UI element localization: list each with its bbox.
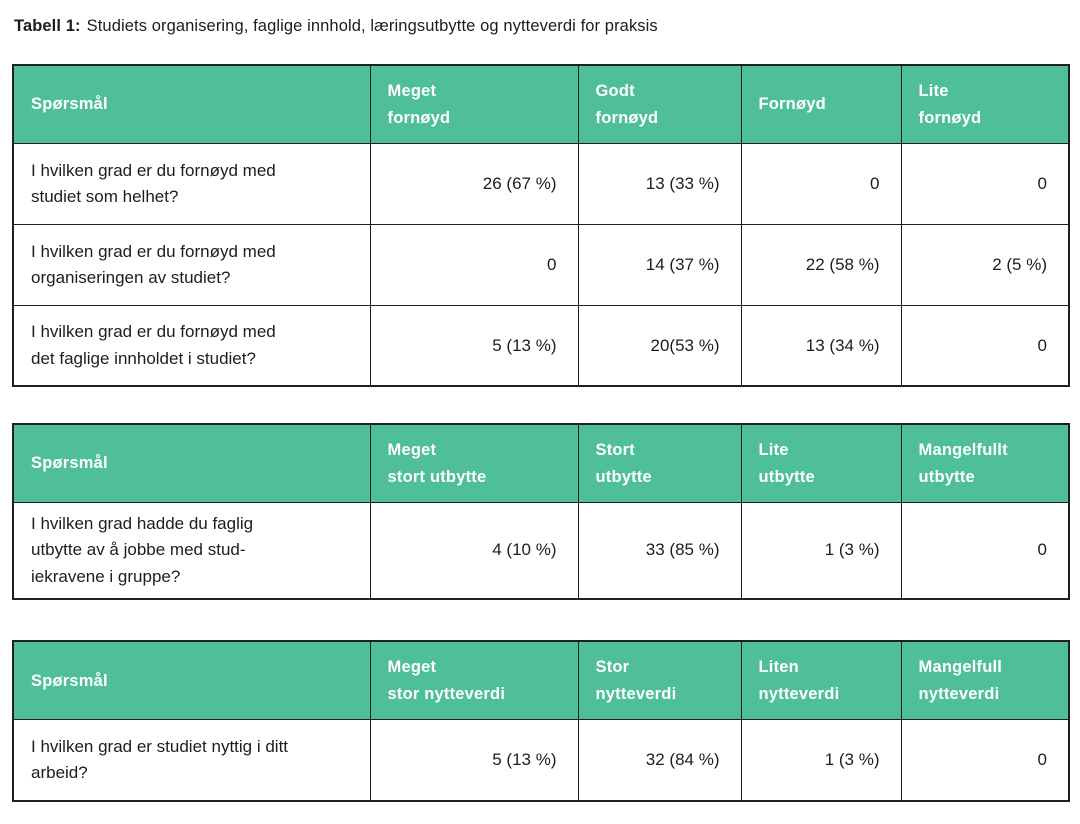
table-row: I hvilken grad hadde du faglig utbytte a… xyxy=(12,501,1070,600)
value-cell: 0 xyxy=(369,223,579,306)
value-cell: 33 (85 %) xyxy=(577,501,742,600)
header-cell-liten-nytteverdi: Liten nytteverdi xyxy=(740,640,902,721)
table-row: I hvilken grad er du fornøyd med det fag… xyxy=(12,304,1070,387)
header-cell-meget-fornoyd: Meget fornøyd xyxy=(369,64,579,144)
value-cell: 2 (5 %) xyxy=(900,223,1070,306)
question-cell: I hvilken grad hadde du faglig utbytte a… xyxy=(12,501,371,600)
header-cell-lite-utbytte: Lite utbytte xyxy=(740,423,902,503)
header-cell-fornoyd: Fornøyd xyxy=(740,64,902,144)
question-cell: I hvilken grad er du fornøyd med organis… xyxy=(12,223,371,306)
header-cell-stort-utbytte: Stort utbytte xyxy=(577,423,742,503)
value-cell: 0 xyxy=(900,719,1070,802)
value-cell: 20(53 %) xyxy=(577,304,742,387)
value-cell: 5 (13 %) xyxy=(369,719,579,802)
value-cell: 1 (3 %) xyxy=(740,501,902,600)
header-cell-sporsmal: Spørsmål xyxy=(12,423,371,503)
fornoyd-table: Spørsmål Meget fornøyd Godt fornøyd Forn… xyxy=(12,64,1070,388)
value-cell: 13 (34 %) xyxy=(740,304,902,387)
value-cell: 0 xyxy=(900,304,1070,387)
question-cell: I hvilken grad er du fornøyd med det fag… xyxy=(12,304,371,387)
question-cell: I hvilken grad er du fornøyd med studiet… xyxy=(12,142,371,225)
table-caption-number: Tabell 1: xyxy=(14,17,81,35)
header-cell-godt-fornoyd: Godt fornøyd xyxy=(577,64,742,144)
value-cell: 13 (33 %) xyxy=(577,142,742,225)
header-row: Spørsmål Meget fornøyd Godt fornøyd Forn… xyxy=(12,64,1070,144)
value-cell: 0 xyxy=(740,142,902,225)
header-cell-meget-stor-nytteverdi: Meget stor nytteverdi xyxy=(369,640,579,721)
header-cell-sporsmal: Spørsmål xyxy=(12,64,371,144)
value-cell: 32 (84 %) xyxy=(577,719,742,802)
header-cell-stor-nytteverdi: Stor nytteverdi xyxy=(577,640,742,721)
utbytte-table: Spørsmål Meget stort utbytte Stort utbyt… xyxy=(12,423,1070,600)
question-cell: I hvilken grad er studiet nyttig i ditt … xyxy=(12,719,371,802)
value-cell: 0 xyxy=(900,142,1070,225)
table-caption-text: Studiets organisering, faglige innhold, … xyxy=(86,17,658,35)
table-row: I hvilken grad er du fornøyd med studiet… xyxy=(12,142,1070,225)
value-cell: 26 (67 %) xyxy=(369,142,579,225)
value-cell: 14 (37 %) xyxy=(577,223,742,306)
nytteverdi-table: Spørsmål Meget stor nytteverdi Stor nytt… xyxy=(12,639,1070,802)
header-cell-mangelfull-nytteverdi: Mangelfull nytteverdi xyxy=(900,640,1070,721)
value-cell: 5 (13 %) xyxy=(369,304,579,387)
value-cell: 1 (3 %) xyxy=(740,719,902,802)
header-cell-lite-fornoyd: Lite fornøyd xyxy=(900,64,1070,144)
header-cell-meget-stort-utbytte: Meget stort utbytte xyxy=(369,423,579,503)
header-row: Spørsmål Meget stort utbytte Stort utbyt… xyxy=(12,423,1070,503)
value-cell: 22 (58 %) xyxy=(740,223,902,306)
header-row: Spørsmål Meget stor nytteverdi Stor nytt… xyxy=(12,640,1070,721)
table-row: I hvilken grad er studiet nyttig i ditt … xyxy=(12,719,1070,802)
header-cell-sporsmal: Spørsmål xyxy=(12,640,371,721)
table-row: I hvilken grad er du fornøyd med organis… xyxy=(12,223,1070,306)
header-cell-mangelfullt-utbytte: Mangelfullt utbytte xyxy=(900,423,1070,503)
table-caption: Tabell 1: Studiets organisering, faglige … xyxy=(14,16,1068,37)
value-cell: 4 (10 %) xyxy=(369,501,579,600)
value-cell: 0 xyxy=(900,501,1070,600)
